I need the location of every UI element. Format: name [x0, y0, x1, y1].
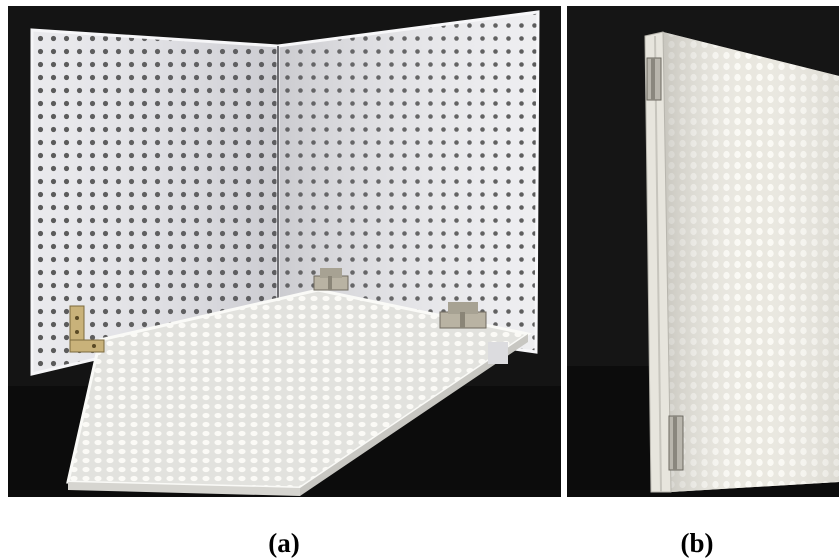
right-perforated-wall	[276, 10, 540, 354]
support-foot	[488, 342, 508, 364]
hinge-icon	[313, 268, 349, 291]
photo-a-drawing	[8, 6, 561, 497]
floor-perforated-plate	[66, 288, 532, 496]
panel-b-caption: (b)	[680, 528, 714, 558]
hinge-icon	[439, 302, 487, 329]
photo-panel-b-folded-assembly	[567, 6, 839, 497]
photo-b-drawing	[567, 6, 839, 497]
panel-a-caption: (a)	[268, 528, 300, 558]
photo-panel-a-corner-assembly	[8, 6, 561, 497]
hinge-icon	[668, 415, 684, 471]
hinge-icon	[646, 57, 662, 101]
folded-perforated-stack	[644, 31, 839, 493]
left-perforated-wall	[30, 28, 280, 376]
corner-bracket-icon	[69, 305, 105, 353]
